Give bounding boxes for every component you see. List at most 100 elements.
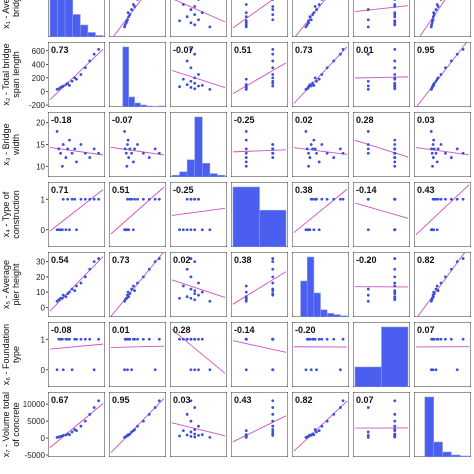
correlation: 0.02 (295, 115, 313, 125)
panel: 0.43 (231, 392, 288, 457)
point (189, 66, 193, 70)
panel-frame (353, 182, 410, 247)
point (393, 284, 397, 288)
point (311, 13, 314, 17)
point (315, 368, 318, 372)
point (271, 289, 275, 292)
correlation: -0.14 (234, 325, 255, 335)
point (271, 84, 275, 88)
point (244, 296, 248, 300)
point (271, 76, 275, 80)
point (271, 275, 275, 279)
point (304, 228, 308, 232)
point (317, 3, 321, 6)
panel: 0.82 (292, 392, 349, 457)
point (57, 147, 61, 151)
point (189, 21, 193, 25)
point (193, 292, 197, 296)
point (244, 21, 248, 25)
correlation: 0.73 (112, 255, 130, 265)
point (393, 0, 397, 1)
point (430, 147, 434, 151)
correlation: 0.51 (112, 185, 130, 195)
point (83, 337, 87, 341)
point (130, 287, 134, 291)
point (366, 88, 370, 91)
point (193, 432, 197, 436)
point (244, 290, 248, 294)
row-label: x₄ - Type of (1, 191, 11, 237)
fit-line (418, 0, 446, 37)
point (271, 337, 275, 341)
point (431, 337, 434, 341)
point (92, 147, 96, 151)
point (185, 83, 189, 87)
point (59, 151, 62, 155)
hist-bar (306, 256, 315, 317)
point (366, 143, 370, 146)
point (193, 13, 197, 17)
point (429, 368, 433, 372)
panel-frame (231, 42, 288, 107)
row-label: construction (11, 190, 21, 239)
point (271, 5, 275, 8)
point (193, 81, 197, 85)
point (449, 337, 453, 341)
point (153, 197, 157, 201)
point (208, 228, 212, 232)
correlation: 0.54 (51, 255, 69, 265)
point (66, 81, 70, 85)
point (461, 257, 465, 260)
point (271, 18, 275, 22)
fit-line (232, 340, 287, 353)
point (92, 197, 96, 201)
point (97, 197, 100, 201)
point (366, 299, 370, 303)
point (431, 143, 435, 146)
point (271, 151, 275, 155)
point (304, 88, 308, 91)
point (125, 337, 129, 341)
point (125, 19, 129, 23)
panel (170, 0, 227, 37)
panel (231, 0, 288, 37)
point (70, 287, 74, 291)
point (393, 66, 397, 70)
point (157, 399, 161, 403)
point (123, 435, 126, 439)
point (153, 368, 157, 372)
panel-frame (109, 392, 166, 457)
point (313, 197, 317, 201)
correlation: -0.25 (173, 185, 194, 195)
point (197, 337, 200, 341)
point (271, 73, 275, 76)
point (75, 228, 78, 232)
hist-bar (320, 309, 328, 317)
point (189, 275, 193, 279)
point (88, 156, 92, 159)
point (366, 79, 370, 83)
point (88, 59, 92, 63)
point (366, 147, 370, 151)
point (157, 337, 161, 341)
point (126, 368, 129, 372)
point (461, 151, 465, 155)
point (393, 81, 397, 85)
point (147, 412, 151, 416)
fit-line (415, 42, 468, 107)
point (68, 433, 71, 437)
point (341, 337, 345, 341)
point (123, 299, 126, 303)
point (304, 130, 308, 133)
point (79, 281, 83, 285)
point (435, 284, 439, 288)
point (366, 18, 370, 22)
point (325, 66, 329, 70)
y-tick-label: 20 (36, 273, 45, 282)
panel-frame (109, 0, 166, 37)
y-tick-label: -200 (29, 101, 46, 110)
point (304, 25, 308, 29)
panel: 0.95 (414, 42, 471, 107)
row-label: x₂ - Total bridge (1, 43, 11, 105)
point (123, 368, 126, 372)
